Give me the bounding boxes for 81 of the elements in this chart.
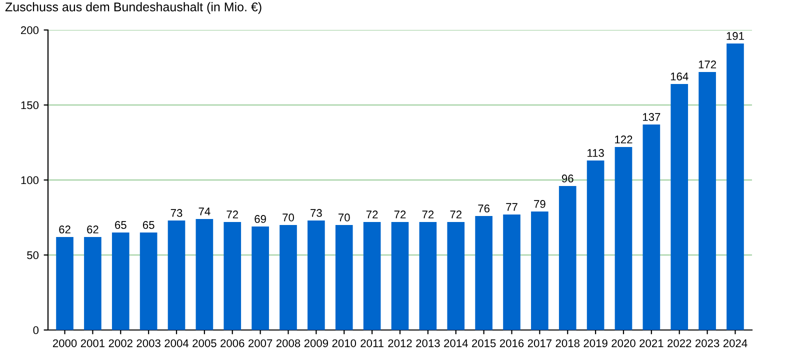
data-label: 73 [310,209,322,217]
x-tick-label: 2007 [248,339,272,348]
data-label: 69 [254,215,266,223]
data-label: 72 [394,210,406,218]
bar [196,219,214,330]
x-tick-label: 2024 [723,339,748,348]
bar [252,226,269,330]
y-tick-label: 200 [20,26,39,34]
bar [614,147,632,330]
bar [224,222,242,330]
data-label: 74 [198,208,210,216]
x-tick-label: 2023 [696,339,720,348]
bar [558,186,576,330]
x-tick-label: 2021 [640,339,664,348]
bar [280,225,297,330]
x-tick-label: 2004 [164,339,189,348]
x-tick-label: 2013 [416,339,440,348]
y-tick-label: 0 [33,326,39,334]
bar [391,222,409,330]
x-tick-label: 2006 [220,339,244,348]
bar [726,44,744,330]
chart-title: Zuschuss aus dem Bundeshaushalt (in Mio. €) [5,2,262,14]
bar [56,237,74,330]
x-tick-label: 2016 [500,339,524,348]
x-tick-label: 2000 [52,339,77,348]
bar [586,160,604,330]
data-label: 191 [726,32,744,40]
data-label: 62 [59,226,70,234]
data-label: 65 [115,221,126,229]
bar [112,232,130,330]
x-tick-label: 2011 [360,339,384,348]
bar [670,84,688,330]
bar [168,220,186,330]
data-label: 76 [478,204,490,212]
x-tick-label: 2008 [276,339,300,348]
bar [642,124,660,330]
data-label: 113 [588,149,604,157]
bar [419,222,437,330]
x-tick-label: 2020 [612,339,636,348]
x-tick-label: 2003 [136,339,160,348]
x-tick-label: 2001 [80,339,105,348]
bar [140,232,158,330]
x-tick-label: 2022 [668,339,692,348]
data-label: 164 [670,72,688,80]
data-label: 70 [338,214,350,222]
x-tick-label: 2017 [528,339,552,348]
x-tick-label: 2018 [556,339,580,348]
x-tick-label: 2010 [332,339,356,348]
bar [447,222,465,330]
data-label: 79 [534,200,546,208]
y-tick-label: 150 [21,101,39,110]
data-label: 172 [698,60,716,68]
bar [84,237,102,330]
data-label: 70 [282,214,294,222]
y-tick-label: 100 [21,176,39,184]
bar [475,216,492,330]
x-tick-label: 2014 [444,339,468,348]
data-label: 72 [422,210,434,218]
x-tick-label: 2002 [108,339,132,348]
data-label: 72 [226,210,238,218]
x-tick-label: 2012 [388,339,412,348]
x-tick-label: 2005 [192,339,216,348]
data-label: 122 [615,136,632,144]
y-tick-label: 50 [27,251,39,260]
data-label: 72 [450,210,462,218]
bar [531,212,548,330]
data-label: 137 [643,113,660,121]
data-label: 62 [87,226,98,234]
x-tick-label: 2009 [304,339,328,348]
data-label: 65 [142,221,154,229]
x-tick-label: 2015 [472,339,496,348]
bar [335,225,353,330]
data-label: 73 [170,209,182,217]
bar [308,220,325,330]
x-tick-label: 2019 [584,339,608,348]
data-label: 96 [562,174,574,182]
data-label: 77 [506,203,518,211]
bar [698,72,716,330]
bar [363,222,381,330]
data-label: 72 [366,210,378,218]
bar [503,214,520,330]
